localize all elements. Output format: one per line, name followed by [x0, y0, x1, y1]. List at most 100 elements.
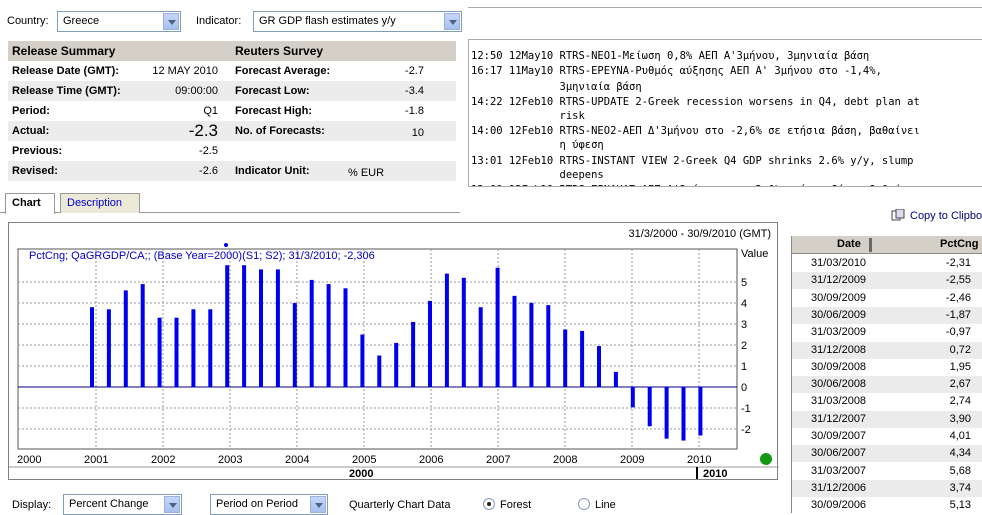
x-tick-label: 2001 — [84, 454, 108, 466]
table-row[interactable]: 31/03/2010 -2,31 — [792, 255, 982, 272]
survey-value: -2.7 — [405, 65, 424, 77]
data-table[interactable]: Date PctCng 31/03/2010 -2,31 31/12/2009 -2,… — [791, 236, 982, 513]
table-cell-date: 30/06/2008 — [811, 378, 867, 391]
chart-bar — [394, 342, 399, 387]
news-item[interactable]: η ύφεση — [471, 139, 604, 151]
chart-bar — [681, 387, 686, 441]
table-row[interactable]: 30/06/2007 4,34 — [792, 445, 982, 463]
survey-label: No. of Forecasts: — [235, 125, 325, 137]
news-panel[interactable]: 12:50 12May10 RTRS-ΝΕΟ1-Μείωση 0,8% ΑΕΠ … — [468, 39, 982, 187]
news-item[interactable]: deepens — [471, 169, 604, 181]
indicator-label: Indicator: — [196, 15, 242, 27]
chevron-down-icon[interactable] — [164, 496, 180, 513]
table-row[interactable]: 30/09/2009 -2,46 — [792, 290, 982, 307]
table-row[interactable]: 30/09/2006 5,13 — [792, 497, 982, 514]
y-tick-label: 1 — [741, 361, 747, 373]
period-value: Period on Period — [216, 498, 298, 510]
summary-row: Release Date (GMT): 12 MAY 2010 Forecast A… — [8, 61, 456, 81]
chart-bar — [191, 309, 196, 387]
table-row[interactable]: 31/03/2009 -0,97 — [792, 324, 982, 341]
news-item[interactable]: 3μηνιαία βάση — [471, 81, 642, 93]
summary-label: Actual: — [12, 125, 50, 137]
news-item[interactable]: 13:01 12Feb10 RTRS-INSTANT VIEW 2-Greek … — [471, 155, 914, 167]
x-tick-label: 2007 — [486, 454, 510, 466]
col-pctcng[interactable]: PctCng — [940, 238, 979, 250]
news-item[interactable]: 14:00 12Feb10 RTRS-ΝΕΟ2-ΑΕΠ Δ'3μήνου στο… — [471, 125, 920, 137]
table-cell-value: -2,31 — [945, 257, 971, 269]
table-row[interactable]: 31/03/2008 2,74 — [792, 393, 982, 410]
table-row[interactable]: 30/06/2008 2,67 — [792, 376, 982, 394]
summary-header: Release Summary Reuters Survey — [8, 41, 456, 61]
summary-label: Previous: — [12, 145, 63, 157]
table-row[interactable]: 30/09/2007 4,01 — [792, 428, 982, 445]
news-item[interactable]: risk — [471, 110, 585, 122]
table-cell-date: 31/03/2009 — [811, 326, 867, 339]
table-cell-value: 3,90 — [949, 412, 971, 425]
news-item[interactable]: 12:00 12Feb10 RTRS-ΠΙΝΑΚΑΣ-ΑΕΠ Δ'3μήνου … — [471, 184, 920, 186]
chart-bar — [563, 329, 568, 387]
summary-row: Revised: -2.6 Indicator Unit: % EUR — [8, 161, 456, 181]
table-row[interactable]: 30/09/2008 1,95 — [792, 359, 982, 376]
table-row[interactable]: 31/03/2007 5,68 — [792, 463, 982, 480]
x-tick-label: 2008 — [553, 454, 577, 466]
display-label: Display: — [12, 499, 52, 511]
summary-value: 09:00:00 — [175, 85, 218, 97]
tab-description[interactable]: Description — [60, 193, 140, 213]
chevron-down-icon[interactable] — [163, 13, 179, 30]
line-label: Line — [595, 499, 616, 511]
table-cell-date: 31/03/2008 — [811, 395, 867, 408]
table-cell-value: 5,68 — [949, 464, 971, 477]
chart-bar — [647, 387, 652, 427]
table-cell-date: 31/03/2007 — [811, 464, 867, 477]
bottom-year-left: 2000 — [349, 468, 373, 480]
table-row[interactable]: 30/06/2009 -1,87 — [792, 306, 982, 324]
tab-description-label: Description — [67, 197, 123, 209]
chart-bar — [411, 321, 416, 387]
indicator-value: GR GDP flash estimates y/y — [259, 15, 396, 27]
column-resize-handle[interactable] — [869, 238, 872, 252]
indicator-select[interactable]: GR GDP flash estimates y/y — [253, 11, 462, 32]
news-item[interactable]: 16:17 11May10 RTRS-ΕΡΕΥΝΑ-Ρυθμός αύξησης… — [471, 65, 882, 77]
period-select[interactable]: Period on Period — [210, 494, 328, 515]
forest-label: Forest — [500, 499, 532, 511]
news-item[interactable]: 14:22 12Feb10 RTRS-UPDATE 2-Greek recess… — [471, 96, 920, 108]
table-row[interactable]: 31/12/2008 0,72 — [792, 341, 982, 359]
y-tick-label: -1 — [741, 403, 751, 415]
chart-bar — [478, 307, 483, 387]
news-item[interactable]: 12:50 12May10 RTRS-ΝΕΟ1-Μείωση 0,8% ΑΕΠ … — [471, 50, 870, 62]
summary-label: Revised: — [12, 165, 58, 177]
survey-label: Forecast Low: — [235, 85, 310, 97]
display-select[interactable]: Percent Change — [63, 494, 182, 515]
chart-bar — [242, 265, 247, 387]
y-tick-label: -2 — [741, 424, 751, 436]
summary-label: Release Time (GMT): — [12, 85, 121, 97]
chart-panel: 5 4 3 2 1 0 -1 -2 Value 31/3/2000 - 30/9/2010 (GM… — [8, 222, 779, 480]
tab-chart-label: Chart — [12, 197, 41, 209]
chevron-down-icon[interactable] — [444, 13, 460, 30]
tab-chart[interactable]: Chart — [5, 193, 55, 214]
chevron-down-icon[interactable] — [310, 496, 326, 513]
table-header: Date PctCng — [792, 236, 982, 254]
col-date[interactable]: Date — [837, 238, 861, 250]
table-cell-value: 2,74 — [949, 395, 971, 408]
chart-bar — [597, 346, 601, 387]
chart-bar — [309, 279, 314, 387]
table-row[interactable]: 31/12/2009 -2,55 — [792, 272, 982, 290]
line-radio[interactable] — [578, 498, 590, 510]
date-range-label: 31/3/2000 - 30/9/2010 (GMT) — [629, 228, 771, 240]
table-cell-date: 31/12/2008 — [811, 343, 867, 356]
table-row[interactable]: 31/12/2006 3,74 — [792, 479, 982, 497]
chart-bar — [546, 305, 551, 387]
table-cell-value: 5,13 — [949, 499, 971, 512]
reuters-survey-title: Reuters Survey — [235, 44, 324, 58]
chart-bar — [259, 269, 263, 387]
chart-bar — [377, 355, 382, 387]
chart-bar — [360, 334, 365, 387]
table-row[interactable]: 31/12/2007 3,90 — [792, 410, 982, 428]
country-value: Greece — [63, 15, 100, 27]
forest-radio[interactable] — [483, 498, 495, 510]
x-tick-label: 2003 — [218, 454, 242, 466]
country-select[interactable]: Greece — [57, 11, 181, 32]
y-tick-label: 4 — [741, 298, 747, 310]
x-tick-label: 2000 — [17, 454, 41, 466]
